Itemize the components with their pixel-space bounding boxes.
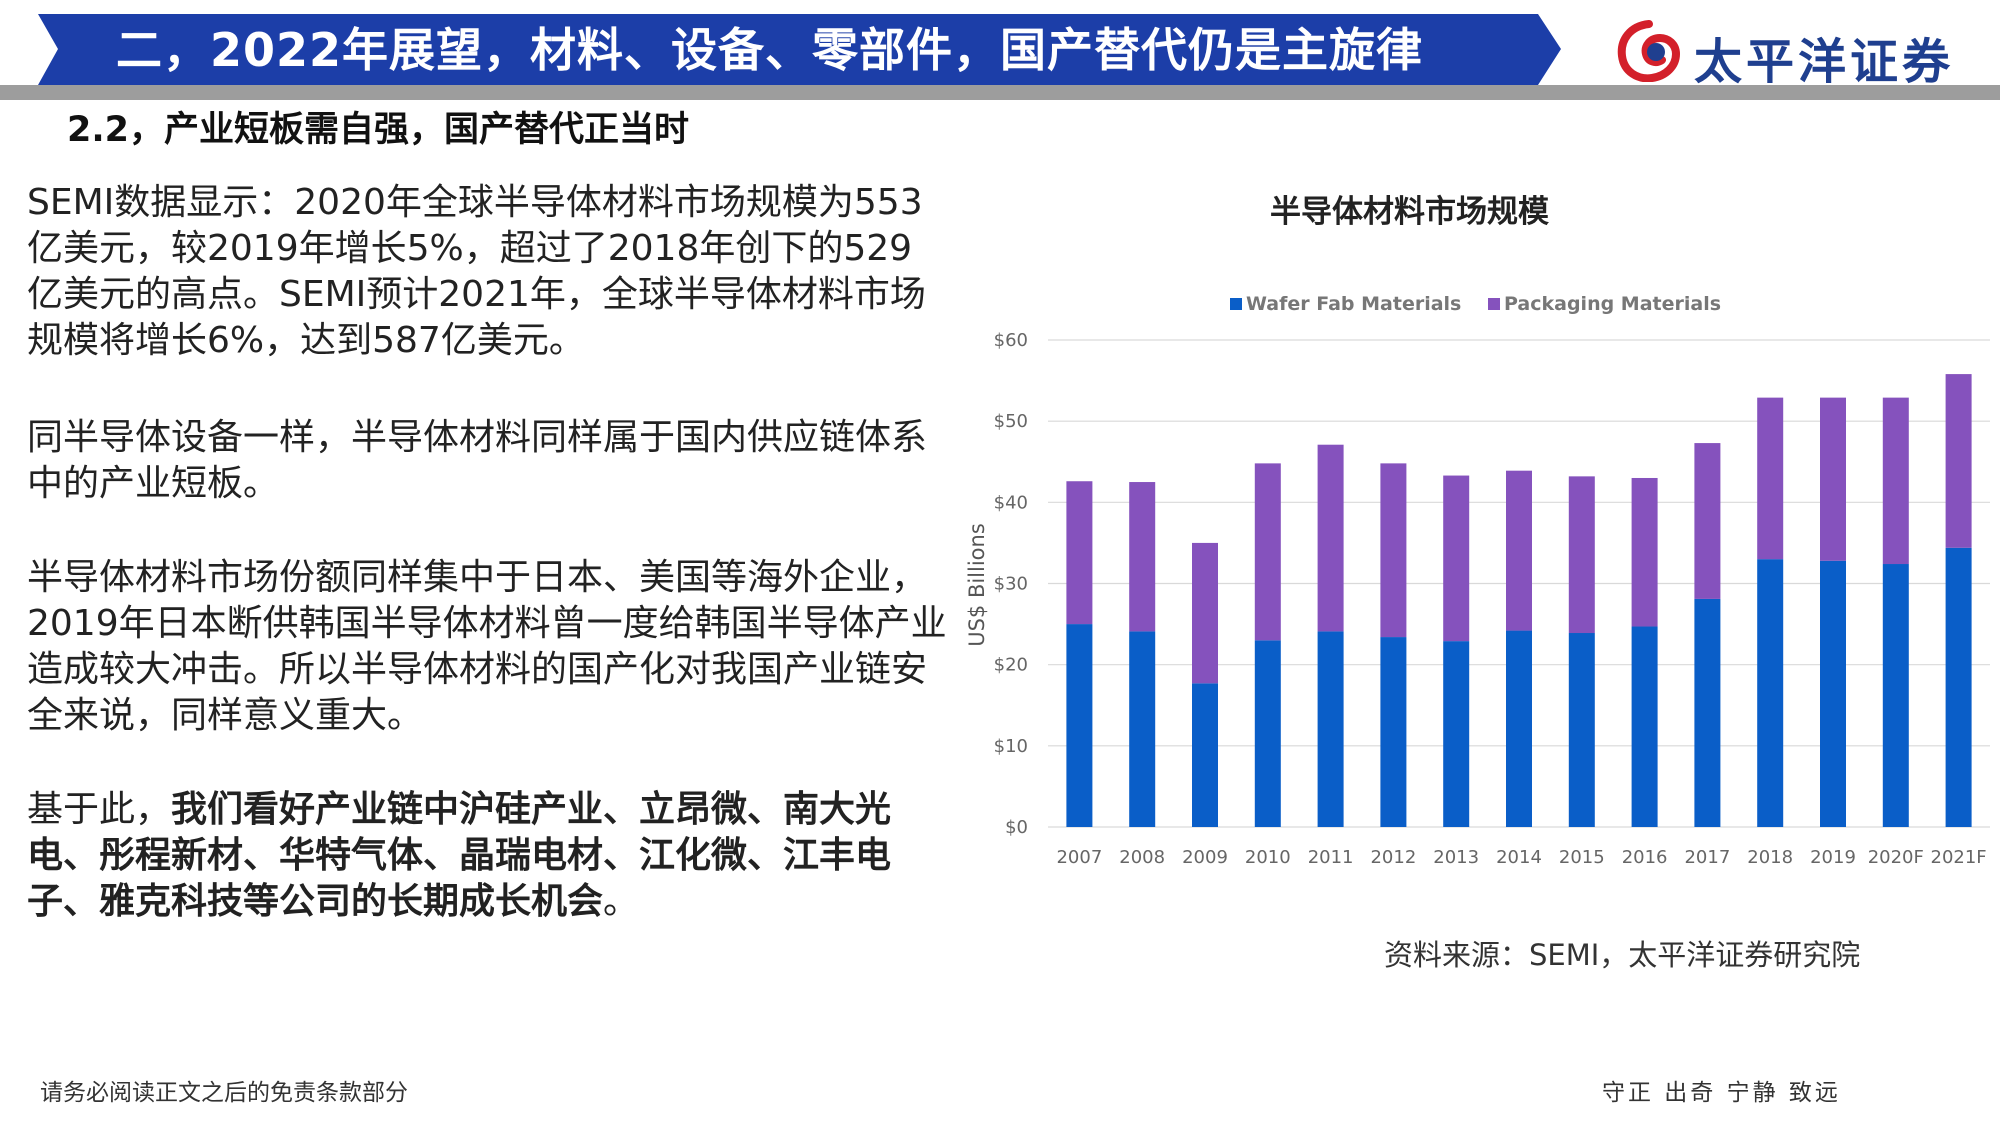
chart-title: 半导体材料市场规模 — [1270, 194, 1549, 230]
paragraph-supply-chain: 同半导体设备一样，半导体材料同样属于国内供应链体系中的产业短板。 — [27, 417, 928, 504]
x-tick-label: 2008 — [1119, 847, 1165, 868]
bar-packaging-2019 — [1820, 397, 1846, 561]
bar-wafer-fab-2011 — [1317, 631, 1344, 827]
bar-packaging-2007 — [1066, 481, 1093, 625]
y-tick-label: $20 — [994, 655, 1028, 676]
x-tick-label: 2017 — [1684, 847, 1730, 868]
x-tick-label: 2015 — [1559, 847, 1605, 868]
bar-packaging-2015 — [1568, 476, 1595, 634]
bar-wafer-fab-2010 — [1254, 640, 1281, 827]
brand-logo: 太平洋证券 — [1610, 18, 1990, 90]
bar-wafer-fab-2021F — [1945, 547, 1972, 827]
bar-wafer-fab-2012 — [1380, 637, 1407, 827]
legend-label: Wafer Fab Materials — [1246, 293, 1461, 315]
bar-packaging-2018 — [1757, 397, 1784, 560]
y-tick-label: $60 — [994, 330, 1028, 351]
legend-swatch — [1230, 298, 1242, 310]
bar-packaging-2021F — [1945, 374, 1972, 548]
x-tick-label: 2007 — [1056, 847, 1102, 868]
page-title: 二，2022年展望，材料、设备、零部件，国产替代仍是主旋律 — [116, 23, 1424, 77]
x-tick-label: 2018 — [1747, 847, 1793, 868]
bar-packaging-2011 — [1317, 444, 1344, 632]
y-tick-label: $40 — [994, 492, 1028, 513]
bar-wafer-fab-2007 — [1066, 624, 1093, 827]
bar-packaging-2013 — [1443, 475, 1470, 642]
x-tick-label: 2016 — [1622, 847, 1668, 868]
x-tick-label: 2014 — [1496, 847, 1542, 868]
legend-swatch — [1488, 298, 1500, 310]
bar-packaging-2010 — [1254, 463, 1281, 641]
legend-label: Packaging Materials — [1504, 293, 1721, 315]
paragraph-market-size: SEMI数据显示：2020年全球半导体材料市场规模为553亿美元，较2019年增… — [27, 182, 926, 361]
y-tick-label: $10 — [994, 736, 1028, 757]
bar-packaging-2020F — [1882, 397, 1909, 565]
conclusion-highlight: 我们看好产业链中沪硅产业、立昂微、南大光电、彤程新材、华特气体、晶瑞电材、江化微… — [27, 789, 892, 922]
chart-x-axis: 2007 2008 2009 2010 2011 2012 2013 2014 2015 2016… — [1056, 847, 1986, 868]
x-tick-label: 2019 — [1810, 847, 1856, 868]
paragraph-conclusion: 基于此，我们看好产业链中沪硅产业、立昂微、南大光电、彤程新材、华特气体、晶瑞电材… — [27, 787, 947, 925]
x-tick-label: 2020F — [1868, 847, 1924, 868]
y-axis-label: US$ Billions — [965, 523, 989, 647]
bar-packaging-2014 — [1506, 470, 1532, 631]
bar-wafer-fab-2008 — [1129, 631, 1156, 827]
banner-shape — [38, 14, 1561, 85]
bar-packaging-2008 — [1129, 482, 1156, 632]
bar-packaging-2012 — [1380, 463, 1407, 638]
bar-packaging-2016 — [1631, 477, 1658, 627]
bar-wafer-fab-2015 — [1568, 633, 1595, 827]
source-note: 资料来源：SEMI，太平洋证券研究院 — [1384, 938, 1861, 972]
bar-wafer-fab-2018 — [1757, 559, 1784, 827]
conclusion-end: 。 — [603, 881, 640, 922]
bar-wafer-fab-2020F — [1882, 564, 1909, 827]
x-tick-label: 2021F — [1931, 847, 1987, 868]
bar-wafer-fab-2017 — [1694, 598, 1721, 827]
brand-logo-icon — [1617, 20, 1681, 82]
y-tick-label: $50 — [994, 411, 1028, 432]
title-banner: 二，2022年展望，材料、设备、零部件，国产替代仍是主旋律 — [38, 14, 1561, 85]
bar-wafer-fab-2016 — [1631, 626, 1658, 827]
bar-wafer-fab-2013 — [1443, 641, 1470, 827]
conclusion-lead: 基于此， — [27, 789, 172, 830]
y-tick-label: $0 — [1005, 817, 1028, 838]
stacked-bar-chart: $0 $10 $20 $30 $40 $50 $60 2007 2008 2009 2010 201… — [965, 293, 1990, 868]
chart-legend: Wafer Fab Materials Packaging Materials — [1230, 293, 1721, 315]
y-tick-label: $30 — [994, 574, 1028, 595]
bar-wafer-fab-2014 — [1506, 630, 1532, 827]
bar-wafer-fab-2019 — [1820, 560, 1846, 827]
bar-packaging-2017 — [1694, 443, 1721, 599]
paragraph-market-share: 半导体材料市场份额同样集中于日本、美国等海外企业，2019年日本断供韩国半导体材… — [27, 557, 947, 736]
disclaimer-note: 请务必阅读正文之后的免责条款部分 — [40, 1080, 408, 1106]
x-tick-label: 2009 — [1182, 847, 1228, 868]
section-title: 2.2，产业短板需自强，国产替代正当时 — [67, 110, 690, 150]
header-divider — [0, 85, 2000, 100]
x-tick-label: 2011 — [1308, 847, 1354, 868]
chart-y-axis: $0 $10 $20 $30 $40 $50 $60 — [994, 330, 1028, 838]
bar-packaging-2009 — [1192, 542, 1218, 684]
brand-name: 太平洋证券 — [1694, 34, 1955, 90]
x-tick-label: 2010 — [1245, 847, 1291, 868]
x-tick-label: 2013 — [1433, 847, 1479, 868]
x-tick-label: 2012 — [1370, 847, 1416, 868]
chart-bars — [1066, 374, 1972, 827]
bar-wafer-fab-2009 — [1192, 683, 1218, 827]
company-motto: 守正 出奇 宁静 致远 — [1602, 1080, 1841, 1106]
